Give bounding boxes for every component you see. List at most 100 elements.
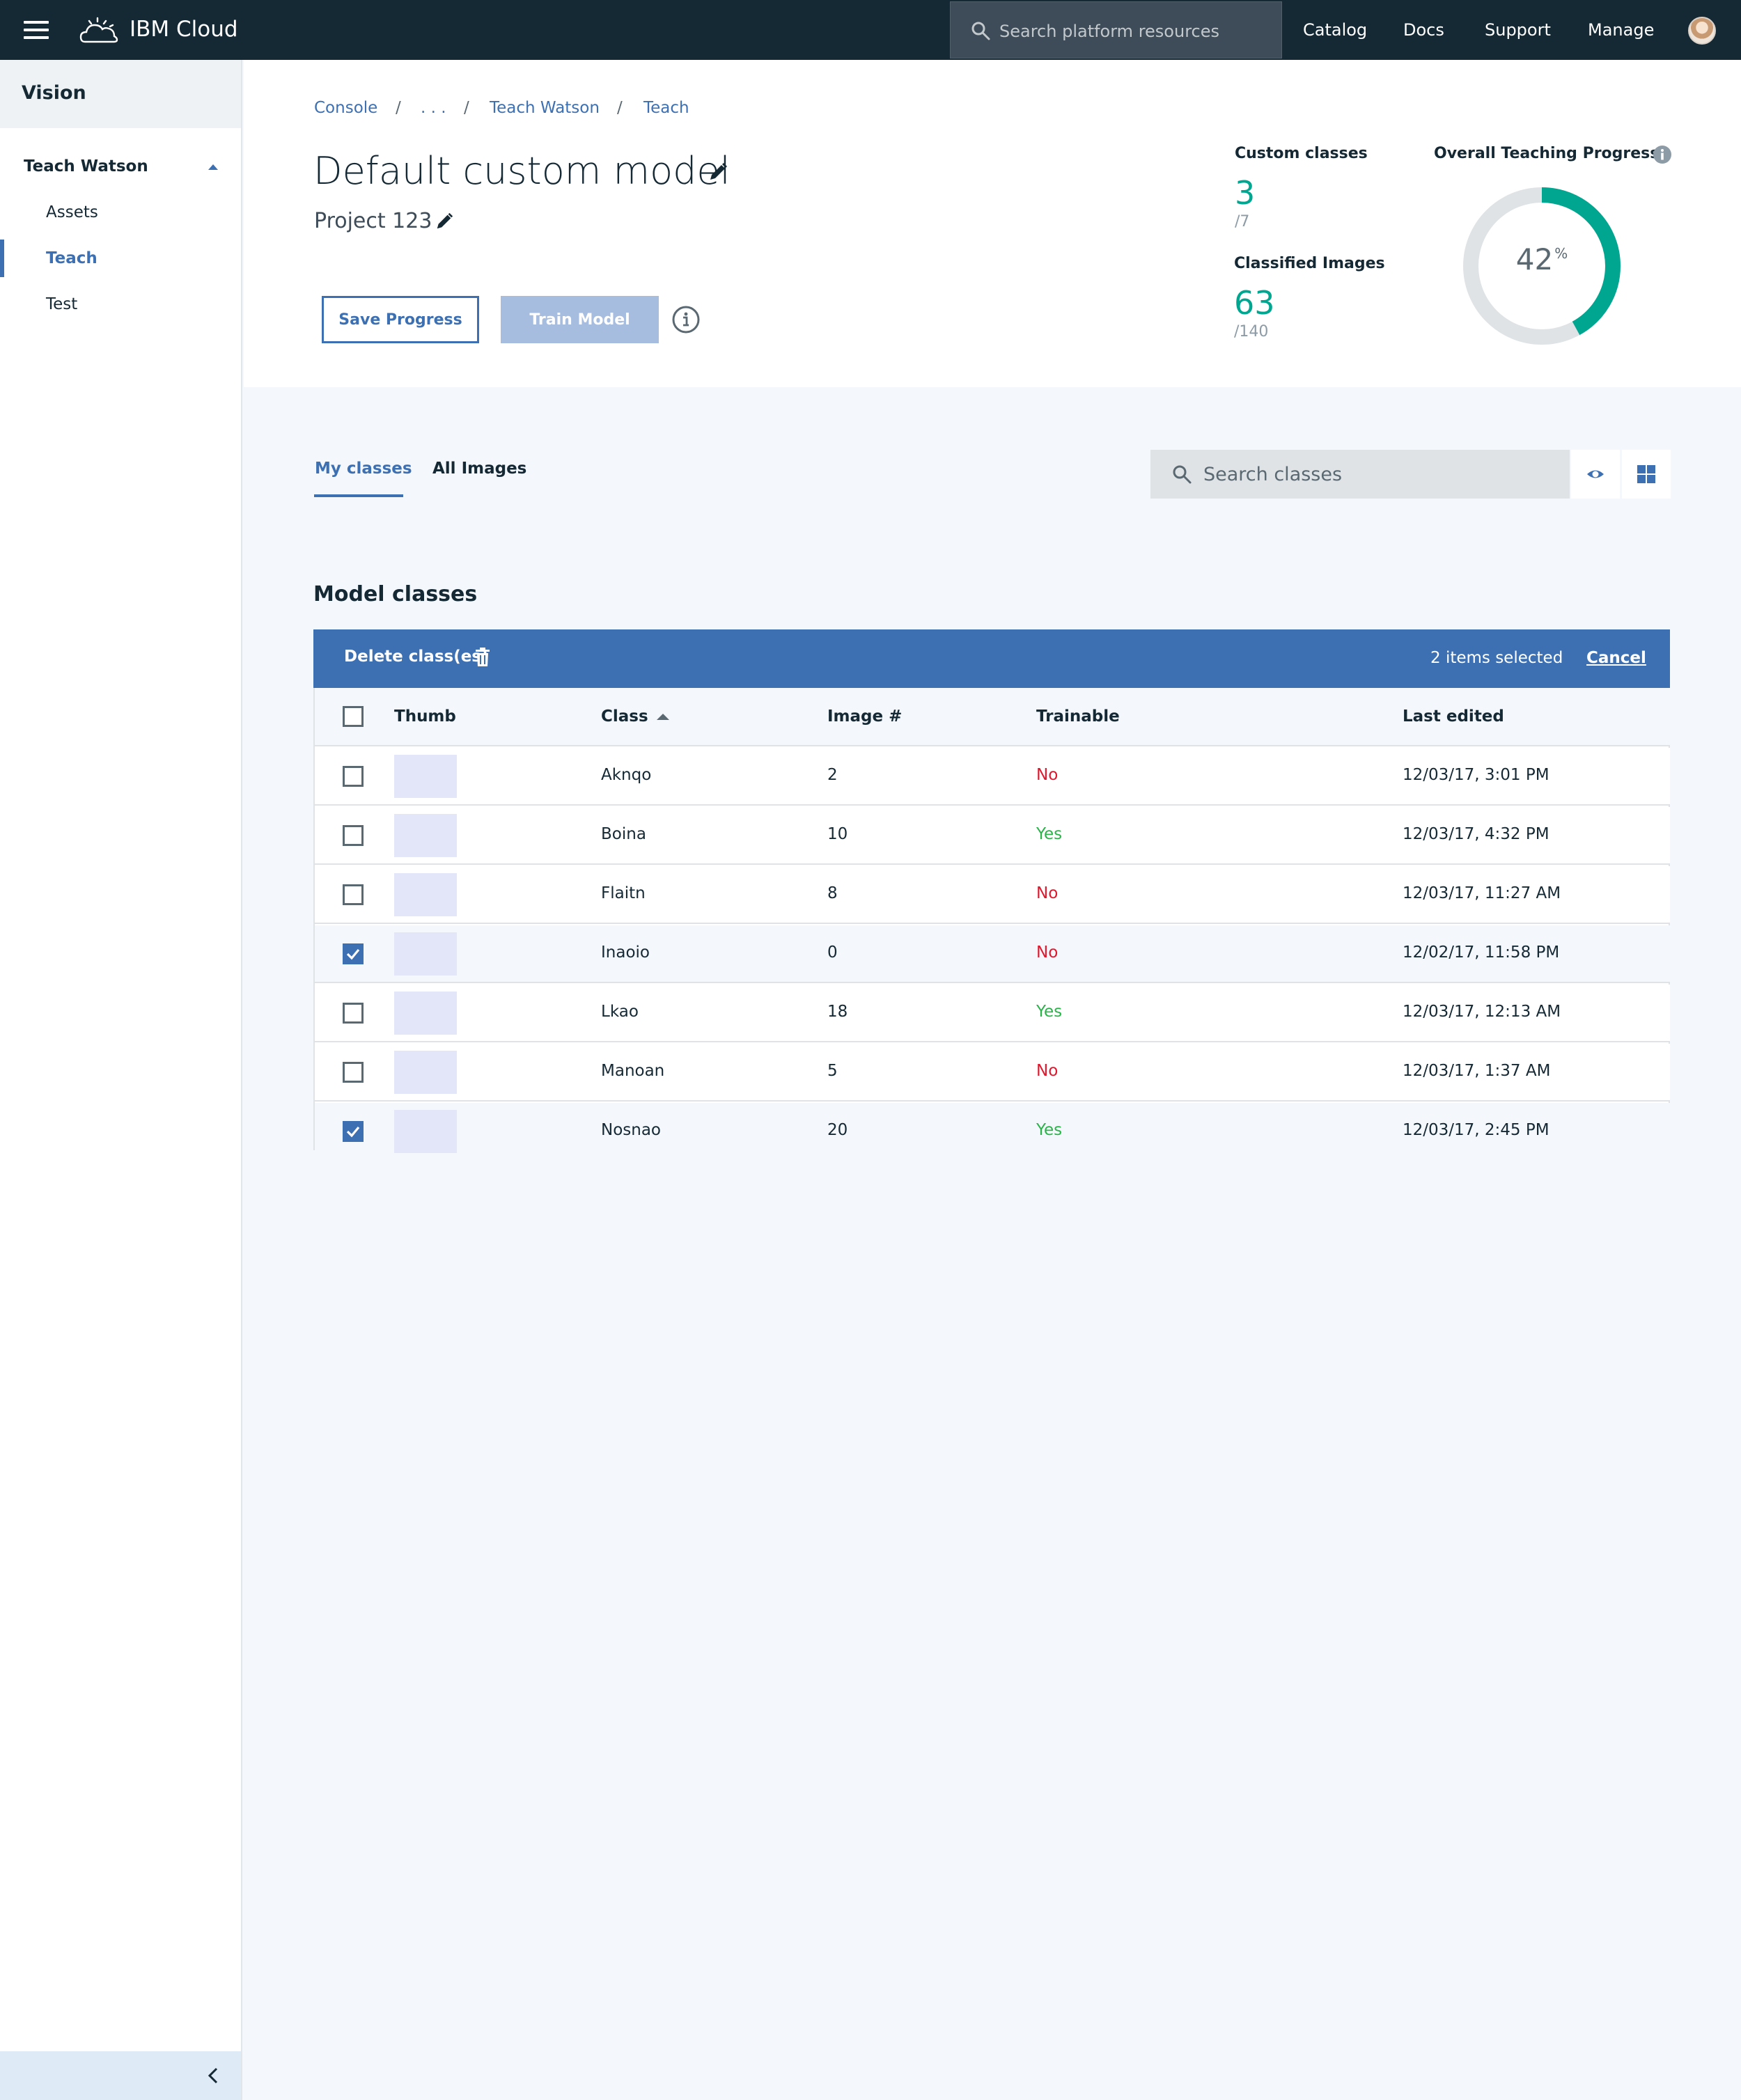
row-checkbox[interactable] <box>343 766 364 787</box>
row-checkbox[interactable] <box>343 1062 364 1083</box>
sidebar-active-indicator <box>0 240 4 277</box>
top-bar: IBM Cloud Catalog Docs Support Manage <box>0 0 1741 60</box>
sidebar: Vision Teach Watson Assets Teach Test <box>0 60 242 2100</box>
class-thumbnail[interactable] <box>394 992 457 1035</box>
sort-up-icon[interactable] <box>657 714 669 720</box>
info-icon[interactable] <box>671 305 701 334</box>
eye-icon <box>1587 470 1604 478</box>
brand-name[interactable]: IBM Cloud <box>130 17 238 42</box>
cell-class[interactable]: Aknqo <box>601 766 652 784</box>
breadcrumb-console[interactable]: Console <box>314 99 378 117</box>
page-title: Default custom model <box>313 149 731 193</box>
class-thumbnail[interactable] <box>394 814 457 857</box>
cell-trainable: No <box>1036 884 1059 902</box>
pencil-icon[interactable] <box>435 212 454 231</box>
class-thumbnail[interactable] <box>394 1051 457 1094</box>
cell-image-count: 0 <box>827 943 838 962</box>
table-row[interactable]: Manoan 5 No 12/03/17, 1:37 AM <box>315 1044 1670 1102</box>
delete-classes-button[interactable]: Delete class(es) <box>344 648 489 666</box>
cancel-selection-button[interactable]: Cancel <box>1586 649 1646 667</box>
sidebar-section-teach-watson[interactable]: Teach Watson <box>24 157 148 175</box>
cell-class[interactable]: Manoan <box>601 1062 665 1080</box>
breadcrumb-separator: / <box>464 99 469 117</box>
sidebar-item-assets[interactable]: Assets <box>46 203 98 221</box>
table-row[interactable]: Lkao 18 Yes 12/03/17, 12:13 AM <box>315 985 1670 1042</box>
select-all-checkbox[interactable] <box>343 706 364 727</box>
pencil-icon[interactable] <box>708 162 728 182</box>
save-progress-button[interactable]: Save Progress <box>322 296 479 343</box>
custom-classes-total: /7 <box>1235 213 1250 230</box>
nav-docs[interactable]: Docs <box>1403 20 1444 40</box>
row-checkbox[interactable] <box>343 1003 364 1024</box>
column-class[interactable]: Class <box>601 707 648 726</box>
grid-icon <box>1637 465 1655 483</box>
tab-my-classes[interactable]: My classes <box>315 460 412 478</box>
nav-support[interactable]: Support <box>1485 20 1551 40</box>
breadcrumb-ellipsis[interactable]: . . . <box>421 99 446 117</box>
eye-view-button[interactable] <box>1571 450 1620 499</box>
model-classes-title: Model classes <box>313 582 478 606</box>
table-row[interactable]: Nosnao 20 Yes 12/03/17, 2:45 PM <box>315 1103 1670 1161</box>
cell-trainable: Yes <box>1036 1121 1063 1139</box>
cell-class[interactable]: Boina <box>601 825 646 843</box>
cell-image-count: 10 <box>827 825 848 843</box>
cell-class[interactable]: Flaitn <box>601 884 646 902</box>
row-checkbox[interactable] <box>343 1121 364 1142</box>
header-panel: Console / . . . / Teach Watson / Teach D… <box>244 60 1741 387</box>
checkmark-icon <box>346 948 360 960</box>
hamburger-icon[interactable] <box>24 21 49 39</box>
sidebar-item-teach[interactable]: Teach <box>46 249 97 267</box>
cell-last-edited: 12/03/17, 12:13 AM <box>1403 1003 1561 1021</box>
search-icon <box>1173 465 1192 484</box>
breadcrumb-teach[interactable]: Teach <box>643 99 689 117</box>
breadcrumb-separator: / <box>396 99 401 117</box>
breadcrumb-teach-watson[interactable]: Teach Watson <box>490 99 600 117</box>
tab-all-images[interactable]: All Images <box>432 460 527 478</box>
cell-last-edited: 12/03/17, 3:01 PM <box>1403 766 1549 784</box>
cell-class[interactable]: Inaoio <box>601 943 650 962</box>
class-thumbnail[interactable] <box>394 932 457 975</box>
progress-number: 42 <box>1515 242 1554 276</box>
row-checkbox[interactable] <box>343 825 364 846</box>
class-search-input[interactable] <box>1203 460 1552 489</box>
column-image-count: Image # <box>827 707 903 726</box>
info-icon[interactable] <box>1652 144 1673 165</box>
platform-search-input[interactable] <box>999 17 1271 45</box>
cell-image-count: 2 <box>827 766 838 784</box>
class-thumbnail[interactable] <box>394 755 457 798</box>
row-checkbox[interactable] <box>343 943 364 964</box>
caret-up-icon[interactable] <box>208 164 218 170</box>
column-trainable: Trainable <box>1036 707 1120 726</box>
nav-manage[interactable]: Manage <box>1588 20 1655 40</box>
model-classes-table: Thumb Class Image # Trainable Last edite… <box>313 688 1670 1161</box>
cloud-logo-icon <box>79 17 118 43</box>
table-header: Thumb Class Image # Trainable Last edite… <box>315 688 1670 746</box>
progress-value: 42% <box>1461 242 1623 276</box>
batch-action-bar: Delete class(es) 2 items selected Cancel <box>313 629 1670 688</box>
grid-view-button[interactable] <box>1622 450 1671 499</box>
classified-images-label: Classified Images <box>1234 255 1385 272</box>
row-checkbox[interactable] <box>343 884 364 905</box>
custom-classes-label: Custom classes <box>1235 145 1368 162</box>
class-thumbnail[interactable] <box>394 1110 457 1153</box>
classified-images-value: 63 <box>1234 284 1275 322</box>
table-row[interactable]: Boina 10 Yes 12/03/17, 4:32 PM <box>315 807 1670 865</box>
project-name: Project 123 <box>314 209 432 233</box>
cell-image-count: 8 <box>827 884 838 902</box>
avatar[interactable] <box>1688 17 1716 45</box>
cell-class[interactable]: Lkao <box>601 1003 639 1021</box>
cell-image-count: 5 <box>827 1062 838 1080</box>
table-row[interactable]: Aknqo 2 No 12/03/17, 3:01 PM <box>315 748 1670 806</box>
nav-catalog[interactable]: Catalog <box>1303 20 1368 40</box>
train-model-button[interactable]: Train Model <box>501 296 659 343</box>
class-thumbnail[interactable] <box>394 873 457 916</box>
sidebar-item-test[interactable]: Test <box>46 295 78 313</box>
table-row[interactable]: Inaoio 0 No 12/02/17, 11:58 PM <box>315 925 1670 983</box>
trash-icon[interactable] <box>475 648 490 667</box>
table-row[interactable]: Flaitn 8 No 12/03/17, 11:27 AM <box>315 866 1670 924</box>
cell-last-edited: 12/03/17, 1:37 AM <box>1403 1062 1551 1080</box>
custom-classes-value: 3 <box>1235 174 1256 212</box>
sidebar-collapse-button[interactable] <box>0 2051 241 2100</box>
cell-class[interactable]: Nosnao <box>601 1121 662 1139</box>
sidebar-title: Vision <box>22 82 86 104</box>
